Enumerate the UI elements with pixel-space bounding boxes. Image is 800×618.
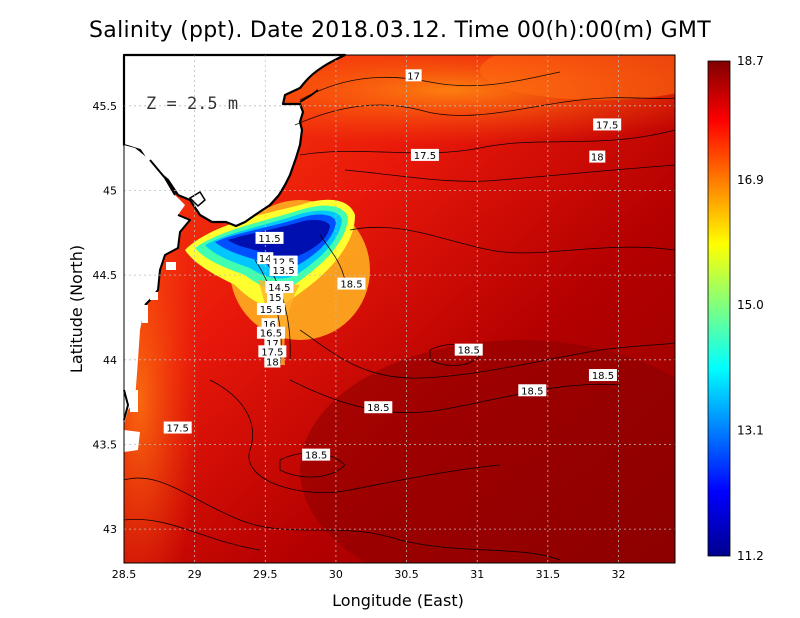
contour-label: 14.5 [265,280,294,294]
svg-text:18: 18 [591,153,604,164]
x-tick-label: 29 [188,568,202,581]
svg-text:14.5: 14.5 [268,283,290,294]
contour-label: 18.5 [302,448,331,462]
svg-text:17.5: 17.5 [167,424,189,435]
contour-label: 17.5 [593,118,622,131]
contour-label: 18.5 [518,384,547,397]
contour-label: 17.5 [258,345,287,358]
x-tick-label: 30.5 [394,568,419,581]
colorbar-label: 18.7 [737,54,764,68]
contour-label: 17 [405,69,422,82]
contour-label: 17.5 [410,148,439,162]
colorbar-label: 15.0 [737,298,764,312]
y-axis-title: Latitude (North) [67,245,86,373]
depth-label: Z = 2.5 m [146,94,238,114]
svg-text:15.5: 15.5 [260,305,282,316]
x-axis-ticks: 28.5 29 29.5 30 30.5 31 31.5 32 [112,568,626,581]
grid [124,55,675,563]
y-tick-label: 44 [103,354,117,367]
contour-label: 17.5 [163,421,192,435]
svg-text:13.5: 13.5 [273,266,295,277]
map-title: Salinity (ppt). Date 2018.03.12. Time 00… [89,18,711,43]
svg-text:12.5: 12.5 [273,258,295,269]
svg-text:18.5: 18.5 [458,346,480,357]
colorbar: 18.7 16.9 15.0 13.1 11.2 [707,54,764,563]
x-tick-label: 32 [611,568,625,581]
svg-text:17.5: 17.5 [414,151,436,162]
svg-text:18.5: 18.5 [367,403,389,414]
svg-text:17.5: 17.5 [596,120,618,131]
contour-label: 18.5 [588,369,617,382]
svg-text:17: 17 [266,339,279,350]
colorbar-label: 11.2 [737,549,764,563]
x-tick-label: 31.5 [536,568,561,581]
svg-text:18.5: 18.5 [340,280,362,291]
colorbar-label: 16.9 [737,173,764,187]
svg-text:18: 18 [266,357,279,368]
contour-label: 18.5 [364,401,393,414]
svg-text:18.5: 18.5 [521,386,543,397]
y-tick-label: 45 [103,184,117,197]
contour-label: 13.5 [269,264,298,277]
svg-text:17.5: 17.5 [261,347,283,358]
svg-text:11.5: 11.5 [258,234,280,245]
svg-text:18.5: 18.5 [592,371,614,382]
svg-text:17: 17 [407,71,420,82]
y-tick-label: 43 [103,523,117,536]
contour-label: 15 [267,291,284,304]
svg-text:16: 16 [263,320,276,331]
contour-label: 15.5 [256,303,285,316]
x-tick-label: 28.5 [112,568,137,581]
colorbar-gradient [707,60,731,557]
contour-label: 18 [589,150,606,164]
svg-text:14: 14 [259,254,272,265]
y-tick-label: 44.5 [93,269,118,282]
y-tick-label: 43.5 [93,438,118,451]
plot-frame [123,54,676,564]
x-tick-label: 30 [329,568,343,581]
contour-label: 14 [257,252,274,265]
contour-label: 11.5 [255,231,284,245]
y-tick-label: 45.5 [93,100,118,113]
contour-label: 16.5 [256,326,285,340]
contour-label: 18.5 [337,277,366,291]
x-tick-label: 29.5 [253,568,278,581]
svg-text:18.5: 18.5 [305,451,327,462]
x-axis-title: Longitude (East) [332,591,464,610]
svg-text:16.5: 16.5 [260,329,282,340]
x-tick-label: 31 [470,568,484,581]
contour-label: 18 [264,355,281,368]
contour-label: 18.5 [454,343,483,357]
y-axis-ticks: 43 43.5 44 44.5 45 45.5 [93,100,118,536]
land [122,53,347,452]
colorbar-label: 13.1 [737,424,764,438]
svg-text:15: 15 [269,293,282,304]
